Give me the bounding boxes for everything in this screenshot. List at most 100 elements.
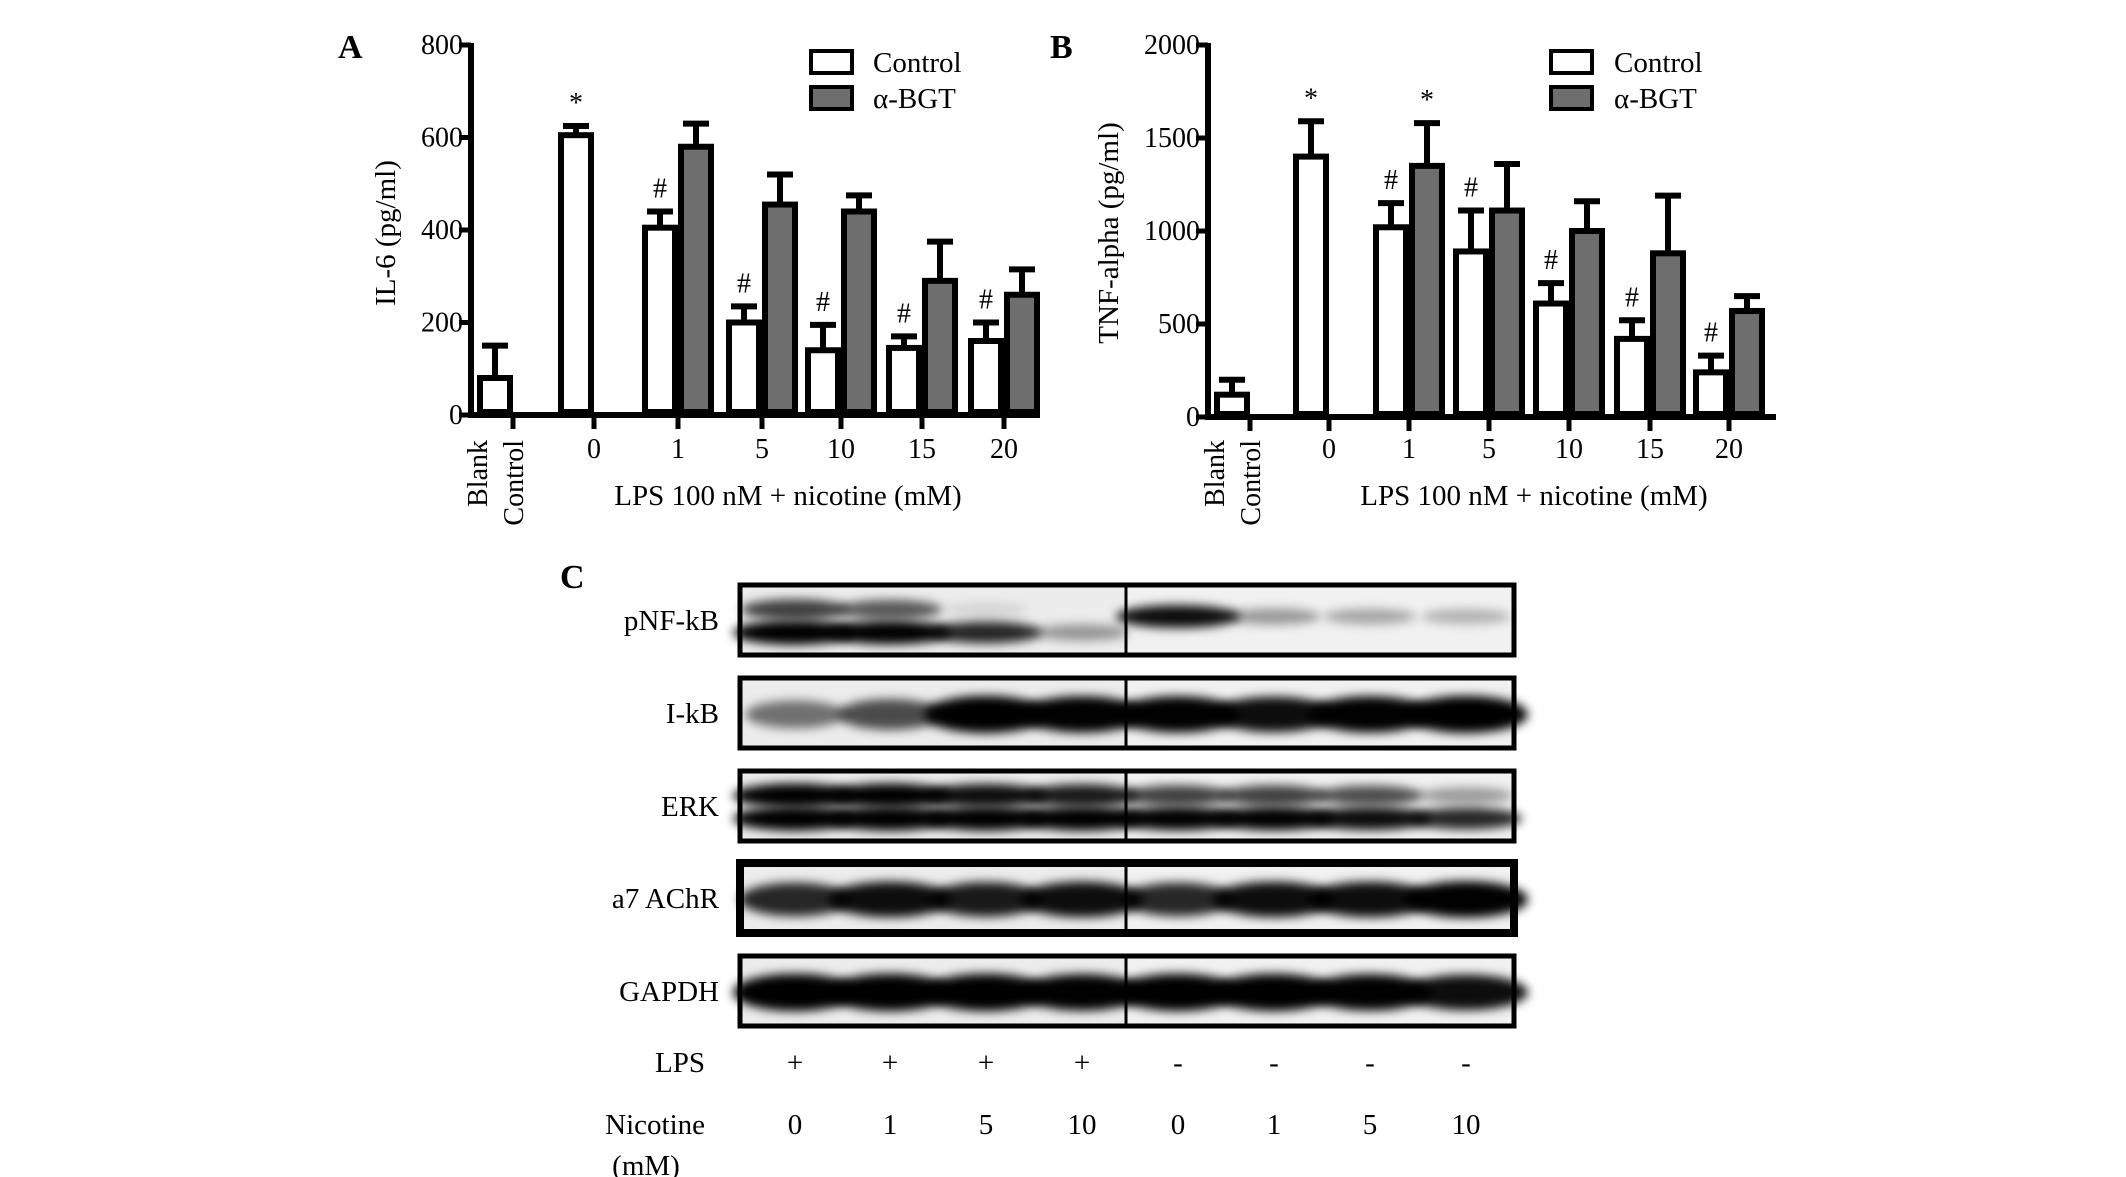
blot-membrane-right [1126, 771, 1514, 841]
blot-row-label: I-kB [666, 698, 719, 730]
nicotine-value: 0 [788, 1109, 803, 1141]
y-tick-label: 1000 [1144, 216, 1200, 247]
x-tick-label: Blank [1200, 440, 1231, 507]
x-tick-label: 10 [827, 434, 855, 465]
bar-control [726, 319, 762, 415]
bar-control [886, 344, 922, 415]
blot-band [828, 973, 952, 1012]
blot-band [1116, 806, 1240, 831]
lps-value: - [1461, 1047, 1471, 1079]
significance-mark: # [653, 174, 667, 205]
blot-band [828, 620, 952, 645]
blot-band [1212, 696, 1336, 733]
y-tick-label: 1500 [1144, 123, 1200, 154]
bar-alpha-bgt [922, 277, 958, 415]
blot-band [741, 599, 849, 620]
bar-control [1533, 300, 1569, 418]
y-tick-label: 0 [1186, 402, 1200, 433]
blot-band [828, 881, 952, 918]
blot-band [1404, 974, 1528, 1011]
x-tick-label: 15 [1636, 434, 1664, 465]
lps-value: + [882, 1047, 898, 1079]
x-tick-label: 1 [1402, 434, 1416, 465]
y-tick-label: 200 [421, 308, 463, 339]
nicotine-value: 10 [1068, 1109, 1097, 1141]
x-tick-label: 20 [1715, 434, 1743, 465]
nicotine-value: 1 [1267, 1109, 1282, 1141]
panel-letter: A [338, 29, 363, 66]
x-tick-label: 15 [908, 434, 936, 465]
nicotine-value: 10 [1452, 1109, 1481, 1141]
significance-mark: # [1544, 245, 1558, 276]
y-tick-label: 800 [421, 30, 463, 61]
lps-value: + [1074, 1047, 1090, 1079]
blot-row-erk: ERK [661, 768, 1522, 844]
blot-row-label: ERK [661, 791, 719, 823]
legend-label: Control [1614, 47, 1703, 79]
x-tick-label: 5 [755, 434, 769, 465]
lps-value: + [787, 1047, 803, 1079]
blot-band [1324, 608, 1416, 625]
legend-swatch [809, 49, 854, 75]
significance-mark: # [816, 287, 830, 318]
blot-band [733, 620, 857, 645]
blot-row-label: pNF-kB [624, 605, 719, 637]
blot-band [1317, 785, 1423, 806]
bar-alpha-bgt [1409, 162, 1445, 417]
y-tick-label: 500 [1158, 309, 1200, 340]
bar-alpha-bgt [1004, 291, 1040, 415]
blot-band [944, 602, 1028, 617]
blot-row-label: GAPDH [619, 976, 719, 1008]
blot-band [1035, 624, 1129, 641]
blot-band [1020, 974, 1144, 1011]
y-tick-label: 0 [449, 400, 463, 431]
blot-band [1025, 784, 1139, 807]
bar-alpha-bgt [1729, 307, 1765, 418]
significance-mark: * [1304, 83, 1318, 114]
blot-band [1419, 787, 1513, 804]
blot-band [1308, 881, 1432, 918]
legend-label: Control [873, 47, 962, 79]
blot-band [924, 973, 1048, 1012]
bar-alpha-bgt [1650, 250, 1686, 417]
significance-mark: # [737, 268, 751, 299]
chart-b-tnf-alpha: B 0 500 1000 1500 2000 TNF-alpha (pg/ml) LPS 10… [1050, 29, 1776, 526]
bar-control [1293, 153, 1329, 417]
legend-swatch [809, 85, 854, 111]
bar-control [1693, 369, 1729, 417]
blot-band [924, 806, 1048, 831]
lps-value: + [978, 1047, 994, 1079]
panel-letter: C [560, 559, 585, 596]
bar-alpha-bgt [678, 143, 714, 415]
lps-label: LPS [655, 1047, 705, 1079]
x-tick-label: Blank [463, 440, 494, 507]
x-tick-label: 0 [587, 434, 601, 465]
blot-band [1020, 806, 1144, 831]
x-axis-label: LPS 100 nM + nicotine (mM) [1360, 480, 1707, 512]
x-tick-label: 5 [1482, 434, 1496, 465]
bar-control [805, 347, 841, 415]
y-tick-label: 600 [421, 123, 463, 154]
blot-band [1020, 881, 1144, 918]
blot-band [733, 973, 857, 1012]
nicotine-value: 5 [1363, 1109, 1378, 1141]
blot-band [838, 599, 942, 620]
blot-band [745, 700, 845, 729]
legend-label: α-BGT [873, 83, 956, 115]
blot-band [1308, 974, 1432, 1011]
bar-control [558, 132, 594, 415]
blot-band [1212, 881, 1336, 918]
bar-control [477, 375, 513, 415]
blot-band [1122, 882, 1234, 917]
blot-band [1404, 695, 1528, 734]
blot-row-gapdh: GAPDH [619, 953, 1528, 1029]
bar-alpha-bgt [841, 208, 877, 415]
bar-alpha-bgt [1489, 207, 1525, 417]
blot-band [1116, 973, 1240, 1012]
blot-band [930, 621, 1042, 644]
lps-value: - [1365, 1047, 1375, 1079]
blot-band [828, 783, 952, 808]
blot-band [1227, 608, 1321, 625]
